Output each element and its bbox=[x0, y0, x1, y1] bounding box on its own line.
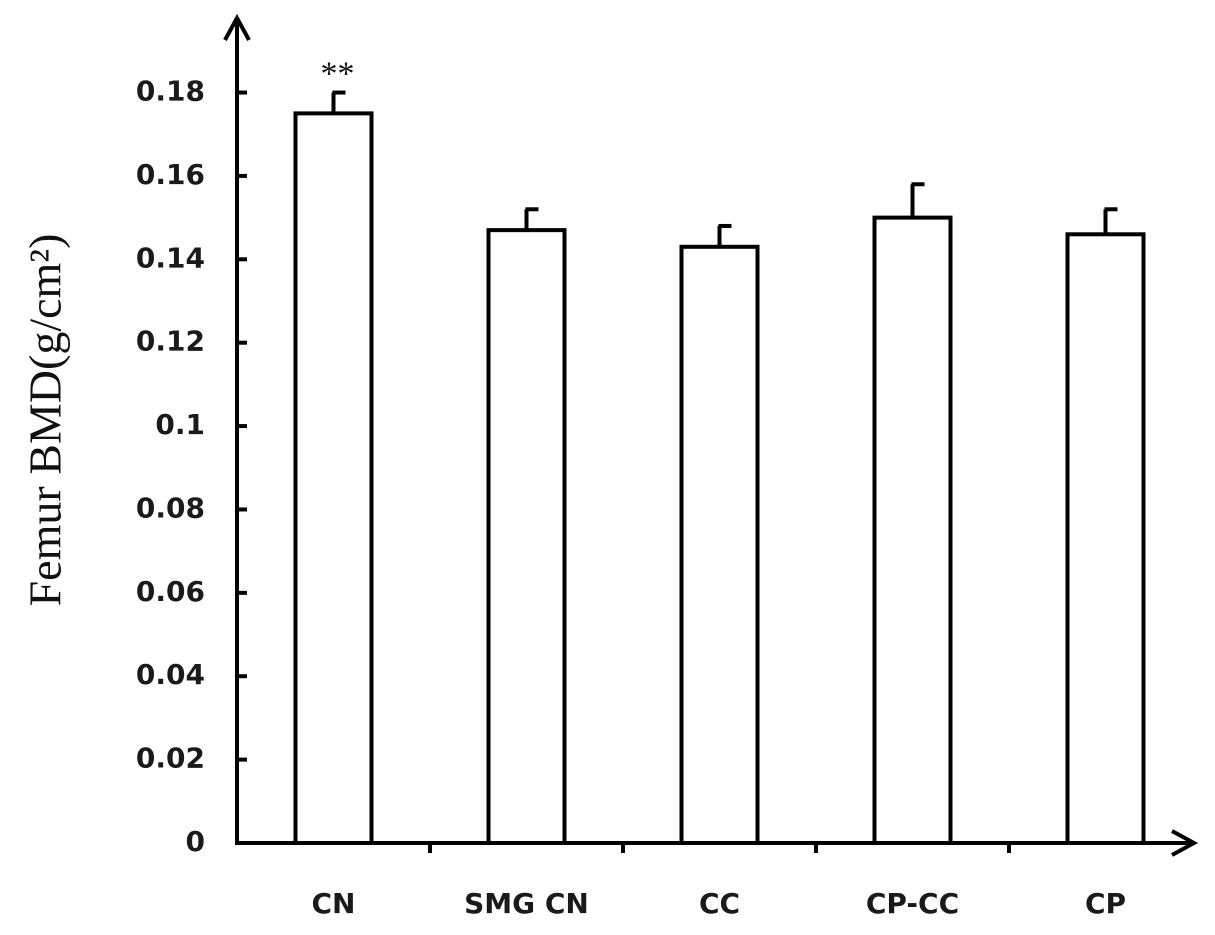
bar bbox=[486, 228, 567, 846]
x-tick-label: CN bbox=[312, 887, 356, 920]
y-tick-label: 0.16 bbox=[136, 158, 205, 191]
y-tick-label: 0.14 bbox=[136, 241, 205, 274]
y-axis-arrow bbox=[223, 13, 251, 41]
y-tick-label: 0.12 bbox=[136, 325, 205, 358]
y-tick-label: 0.1 bbox=[155, 408, 205, 441]
x-tick-label: CP-CC bbox=[866, 887, 959, 920]
y-tick-label: 0.02 bbox=[136, 742, 205, 775]
x-tick-label: CC bbox=[699, 887, 740, 920]
x-tick-label: CP bbox=[1085, 887, 1126, 920]
x-tick-label: SMG CN bbox=[464, 887, 589, 920]
bar bbox=[872, 215, 953, 846]
y-tick-label: 0 bbox=[186, 825, 205, 858]
bar bbox=[1065, 232, 1146, 846]
y-tick-label: 0.06 bbox=[136, 575, 205, 608]
y-tick-label: 0.04 bbox=[136, 658, 205, 691]
bar bbox=[679, 244, 760, 846]
y-tick-label: 0.18 bbox=[136, 75, 205, 108]
y-axis-label: Femur BMD(g/cm²) bbox=[20, 234, 71, 607]
y-tick-label: 0.08 bbox=[136, 491, 205, 524]
annotation: ** bbox=[321, 55, 355, 92]
bar bbox=[293, 111, 374, 845]
x-axis-arrow bbox=[1171, 829, 1199, 857]
